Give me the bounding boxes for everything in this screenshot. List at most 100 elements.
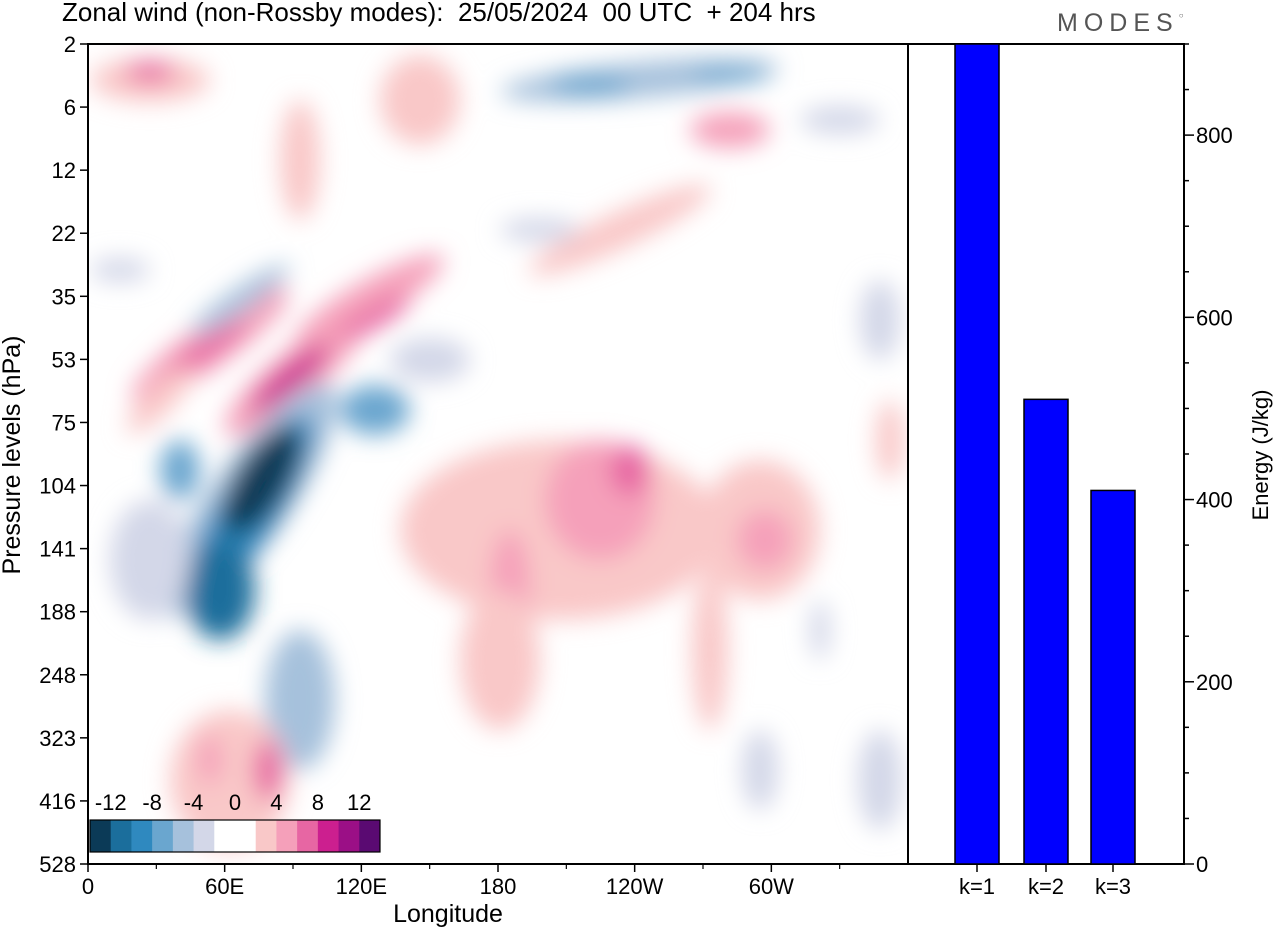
- heatmap-blob: [254, 740, 282, 800]
- heatmap-blob: [163, 320, 247, 380]
- x-tick-label: 0: [82, 874, 94, 899]
- x-tick-label: 60E: [205, 874, 244, 899]
- colorbar-tick-label: 0: [229, 790, 241, 815]
- bar-category-label: k=1: [959, 874, 995, 899]
- x-axis-label: Longitude: [393, 900, 503, 928]
- heatmap-blob: [222, 425, 302, 535]
- heatmap-blob: [610, 445, 650, 495]
- heatmap-blob: [126, 366, 194, 434]
- colorbar-swatch: [152, 820, 174, 852]
- heatmap-blob: [170, 710, 290, 850]
- heatmap-blob: [876, 400, 904, 480]
- colorbar-tick-label: -12: [95, 790, 127, 815]
- y-tick-label: 2: [64, 32, 76, 57]
- heatmap-blob: [800, 106, 880, 134]
- colorbar-frame: [89, 819, 381, 853]
- heatmap-blob: [340, 296, 410, 340]
- heatmap-blob: [185, 540, 255, 640]
- y-tick-label: 528: [39, 852, 76, 877]
- heatmap-blob: [529, 184, 711, 276]
- colorbar-swatch: [131, 820, 153, 852]
- heatmap-blob: [295, 254, 445, 346]
- x-tick-label: 120E: [336, 874, 387, 899]
- colorbar-swatch: [172, 820, 195, 852]
- x-tick-label: 120W: [606, 874, 664, 899]
- energy-bar: [954, 43, 1000, 865]
- colorbar-swatch: [110, 820, 132, 852]
- heatmap-blob: [860, 280, 900, 360]
- energy-y-tick-label: 800: [1196, 123, 1233, 148]
- energy-y-tick-label: 600: [1196, 305, 1233, 330]
- heatmap-blob: [810, 600, 830, 660]
- heatmap-blob: [380, 55, 460, 145]
- heatmap-blob: [125, 62, 175, 82]
- colorbar-swatch: [297, 820, 319, 852]
- energy-y-tick-label: 0: [1196, 852, 1208, 877]
- bar-category-label: k=2: [1028, 874, 1064, 899]
- y-tick-label: 141: [39, 537, 76, 562]
- y-tick-label: 188: [39, 600, 76, 625]
- chart-title: Zonal wind (non-Rossby modes): 25/05/202…: [62, 0, 816, 27]
- colorbar-swatch: [255, 820, 277, 852]
- energy-bar: [1090, 489, 1136, 865]
- heatmap-blob: [198, 735, 222, 785]
- heatmap-blob: [692, 570, 728, 730]
- colorbar-tick-label: -4: [184, 790, 204, 815]
- heatmap-blob: [340, 385, 410, 435]
- heatmap-blob: [390, 338, 470, 382]
- heatmap-blob: [190, 264, 290, 336]
- colorbar-tick-label: -8: [142, 790, 162, 815]
- heatmap-blob: [737, 510, 793, 570]
- heatmap-blob: [90, 258, 150, 282]
- y-tick-label: 35: [52, 284, 76, 309]
- heatmap-blob: [858, 730, 902, 830]
- colorbar-swatch: [193, 820, 215, 852]
- colorbar-swatch: [338, 820, 360, 852]
- heatmap-blob: [690, 67, 770, 83]
- heatmap-blob: [280, 100, 320, 220]
- heatmap-blob: [460, 590, 540, 730]
- y-tick-label: 53: [52, 347, 76, 372]
- energy-y-tick-label: 400: [1196, 488, 1233, 513]
- y-tick-label: 6: [64, 95, 76, 120]
- bar-category-label: k=3: [1095, 874, 1131, 899]
- heatmap-blob: [742, 730, 778, 810]
- y-tick-label: 22: [52, 221, 76, 246]
- modes-logo: MODES○: [1057, 9, 1184, 38]
- colorbar: -12 -8 -4 0 4 8 12: [89, 790, 381, 853]
- colorbar-swatch: [90, 820, 112, 852]
- colorbar-swatch: [359, 820, 381, 852]
- heatmap-panel: [88, 44, 908, 864]
- y-tick-label: 248: [39, 663, 76, 688]
- heatmap-blob: [110, 500, 190, 620]
- energy-axis-label: Energy (J/kg): [1248, 390, 1273, 521]
- heatmap-blob: [160, 440, 200, 500]
- modes-logo-text: MODES: [1057, 9, 1179, 37]
- colorbar-swatch: [214, 820, 236, 852]
- heatmap-field: [90, 55, 904, 850]
- colorbar-swatch: [235, 820, 257, 852]
- energy-bars: k=1 k=2 k=3 0 200 400 600 800 Energy (J/kg): [954, 43, 1273, 899]
- energy-y-tick-label: 200: [1196, 670, 1233, 695]
- y-tick-label: 416: [39, 789, 76, 814]
- energy-bar: [1023, 398, 1069, 865]
- y-tick-label: 75: [52, 410, 76, 435]
- y-tick-label: 12: [52, 158, 76, 183]
- x-tick-label: 180: [480, 874, 517, 899]
- y-tick-label: 323: [39, 726, 76, 751]
- heatmap-blob: [265, 630, 335, 770]
- colorbar-swatch: [276, 820, 298, 852]
- y-tick-label: 104: [39, 474, 76, 499]
- registered-mark-icon: ○: [1178, 11, 1184, 20]
- heatmap-blob: [690, 112, 770, 148]
- heatmap-blob: [250, 344, 330, 412]
- colorbar-tick-label: 4: [270, 790, 282, 815]
- y-axis-label: Pressure levels (hPa): [0, 336, 26, 575]
- heatmap-blob: [500, 218, 580, 242]
- colorbar-tick-label: 8: [312, 790, 324, 815]
- colorbar-tick-label: 12: [347, 790, 371, 815]
- colorbar-swatch: [317, 820, 340, 852]
- heatmap-blob: [550, 75, 630, 95]
